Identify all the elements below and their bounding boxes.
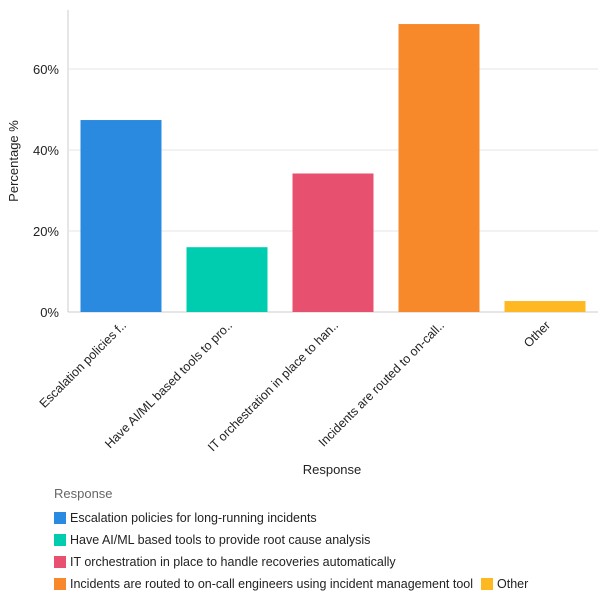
legend-item[interactable]: Other — [481, 577, 528, 591]
legend-swatch — [54, 534, 66, 546]
y-tick-label: 40% — [33, 143, 59, 158]
legend-rows: Escalation policies for long-running inc… — [54, 507, 536, 595]
bar[interactable] — [292, 173, 374, 312]
legend-swatch — [54, 578, 66, 590]
legend-item[interactable]: IT orchestration in place to handle reco… — [54, 555, 396, 569]
legend-label: Other — [497, 577, 529, 591]
x-tick-label: Incidents are routed to on-call.. — [316, 318, 447, 449]
bar[interactable] — [186, 247, 268, 312]
legend-row: Have AI/ML based tools to provide root c… — [54, 529, 536, 551]
x-tick-label: Escalation policies f.. — [37, 318, 129, 410]
y-tick-label: 0% — [40, 305, 59, 320]
legend-swatch — [481, 578, 494, 590]
legend: Response Escalation policies for long-ru… — [54, 486, 536, 595]
legend-row: IT orchestration in place to handle reco… — [54, 551, 536, 573]
bar-chart: 0% 20% 40% 60% Escalation policies f..Have … — [6, 10, 598, 477]
y-tick-label: 60% — [33, 62, 59, 77]
legend-swatch — [54, 556, 66, 568]
bar[interactable] — [398, 24, 480, 312]
legend-label: Escalation policies for long-running inc… — [70, 511, 317, 525]
legend-item[interactable]: Incidents are routed to on-call engineer… — [54, 577, 473, 591]
x-tick-label: Other — [521, 318, 553, 350]
x-axis-title: Response — [303, 462, 362, 477]
y-tick-label: 20% — [33, 224, 59, 239]
legend-label: Incidents are routed to on-call engineer… — [70, 577, 474, 591]
legend-row: Incidents are routed to on-call engineer… — [54, 573, 536, 595]
y-tick-labels: 0% 20% 40% 60% — [33, 62, 59, 320]
y-axis-title: Percentage % — [6, 120, 21, 202]
legend-row: Escalation policies for long-running inc… — [54, 507, 536, 529]
legend-item[interactable]: Have AI/ML based tools to provide root c… — [54, 533, 370, 547]
legend-label: Have AI/ML based tools to provide root c… — [70, 533, 371, 547]
legend-title: Response — [54, 486, 113, 501]
legend-label: IT orchestration in place to handle reco… — [70, 555, 396, 569]
legend-swatch — [54, 512, 66, 524]
legend-item[interactable]: Escalation policies for long-running inc… — [54, 511, 317, 525]
bar[interactable] — [504, 301, 586, 312]
x-tick-label: Have AI/ML based tools to pro.. — [102, 318, 235, 451]
bars — [80, 24, 586, 312]
bar[interactable] — [80, 120, 162, 312]
x-tick-labels: Escalation policies f..Have AI/ML based … — [37, 318, 553, 454]
